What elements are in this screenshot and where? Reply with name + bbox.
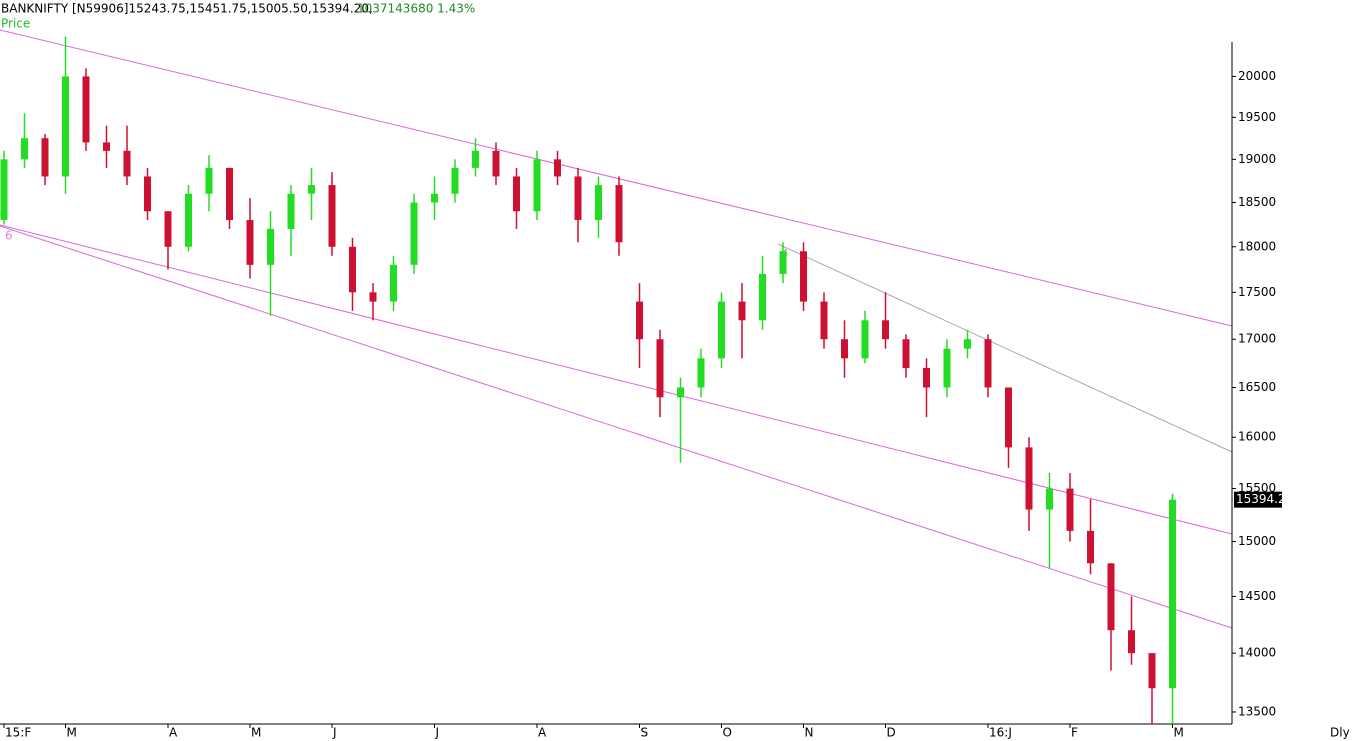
y-tick-label: 14500 xyxy=(1238,589,1276,603)
y-tick-label: 13500 xyxy=(1238,704,1276,718)
last-price-box xyxy=(1234,491,1282,508)
candle-body xyxy=(718,301,725,359)
candle-body xyxy=(390,264,397,302)
candle-body xyxy=(943,348,951,388)
series-label: Price xyxy=(1,17,30,31)
candle-body xyxy=(472,150,479,168)
candle-body xyxy=(820,301,828,340)
candle-body xyxy=(984,339,992,388)
candle-body xyxy=(1169,499,1176,689)
candle-body xyxy=(1066,488,1074,531)
x-tick-label: 16:J xyxy=(989,726,1012,740)
x-tick-label: A xyxy=(538,726,547,740)
candle-body xyxy=(369,292,377,302)
candle-body xyxy=(554,159,561,177)
candle-body xyxy=(1148,653,1156,689)
candle-body xyxy=(800,251,807,302)
candle-body xyxy=(328,185,336,247)
candle-body xyxy=(144,176,151,212)
y-tick-label: 15000 xyxy=(1238,534,1276,548)
candle-body xyxy=(738,301,746,321)
candle-body xyxy=(103,142,110,151)
chart-subtitle: 1037143680 1.43% xyxy=(357,2,475,16)
candle-body xyxy=(21,138,28,160)
candle-body xyxy=(841,339,848,359)
y-tick-label: 19000 xyxy=(1238,152,1276,166)
candle-body xyxy=(431,193,438,203)
y-tick-label: 16500 xyxy=(1238,380,1276,394)
x-tick-label: M xyxy=(67,726,77,740)
candle-body xyxy=(636,301,643,340)
candle-body xyxy=(615,185,623,243)
trend-line xyxy=(777,243,1233,453)
y-tick-label: 17000 xyxy=(1238,332,1276,346)
candle-body xyxy=(451,167,459,194)
candle-body xyxy=(205,167,213,194)
candle-body xyxy=(226,167,233,221)
candle-body xyxy=(574,176,582,221)
candle-body xyxy=(82,76,90,143)
candle-body xyxy=(697,358,705,388)
candle-body xyxy=(1107,563,1115,631)
y-tick-label: 19500 xyxy=(1238,110,1276,124)
trend-line xyxy=(0,225,1233,629)
candle-body xyxy=(964,339,971,349)
x-tick-label: M xyxy=(1174,726,1184,740)
candle-body xyxy=(267,228,274,265)
candle-body xyxy=(41,138,49,177)
candle-body xyxy=(308,185,315,194)
x-tick-label: J xyxy=(332,726,337,740)
last-price-label: 15394.2 xyxy=(1236,492,1286,506)
candle-body xyxy=(123,150,131,177)
x-tick-label: N xyxy=(805,726,814,740)
candle-body xyxy=(779,251,787,274)
candle-body xyxy=(902,339,910,368)
candle-body xyxy=(287,193,295,229)
candle-body xyxy=(861,320,869,359)
candle-body xyxy=(349,246,356,293)
candle-body xyxy=(595,185,602,221)
x-tick-label: 15:F xyxy=(5,726,31,740)
candle-body xyxy=(410,202,418,265)
y-tick-label: 14000 xyxy=(1238,646,1276,660)
candle-body xyxy=(656,339,664,398)
annotation: 6 xyxy=(5,229,13,243)
candle-body xyxy=(677,387,684,398)
x-tick-label: F xyxy=(1071,726,1078,740)
y-tick-label: 16000 xyxy=(1238,430,1276,444)
candle-body xyxy=(492,150,500,177)
candle-body xyxy=(0,159,8,221)
candle-body xyxy=(923,367,930,388)
candle-body xyxy=(1046,488,1053,510)
candle-body xyxy=(513,176,520,212)
x-tick-label: M xyxy=(251,726,261,740)
candle-body xyxy=(882,320,889,340)
x-axis-label: Dly xyxy=(1330,726,1350,740)
candle-body xyxy=(1025,447,1033,510)
candle-body xyxy=(759,273,766,321)
candle-body xyxy=(185,193,192,247)
candle-body xyxy=(1128,630,1135,654)
x-tick-label: S xyxy=(641,726,649,740)
candle-body xyxy=(533,159,541,212)
candle-body xyxy=(164,211,172,247)
y-tick-label: 15500 xyxy=(1238,481,1276,495)
y-tick-label: 17500 xyxy=(1238,285,1276,299)
chart-title: BANKNIFTY [N59906]15243.75,15451.75,1500… xyxy=(1,2,373,16)
candle-body xyxy=(246,220,254,265)
x-tick-label: D xyxy=(887,726,896,740)
y-tick-label: 18500 xyxy=(1238,195,1276,209)
candle-body xyxy=(1005,387,1012,448)
candle-body xyxy=(62,76,69,177)
y-tick-label: 20000 xyxy=(1238,69,1276,83)
x-tick-label: O xyxy=(723,726,732,740)
candle-body xyxy=(1087,530,1094,564)
x-tick-label: A xyxy=(169,726,178,740)
x-tick-label: J xyxy=(435,726,440,740)
y-tick-label: 18000 xyxy=(1238,239,1276,253)
trend-line xyxy=(0,29,1233,327)
